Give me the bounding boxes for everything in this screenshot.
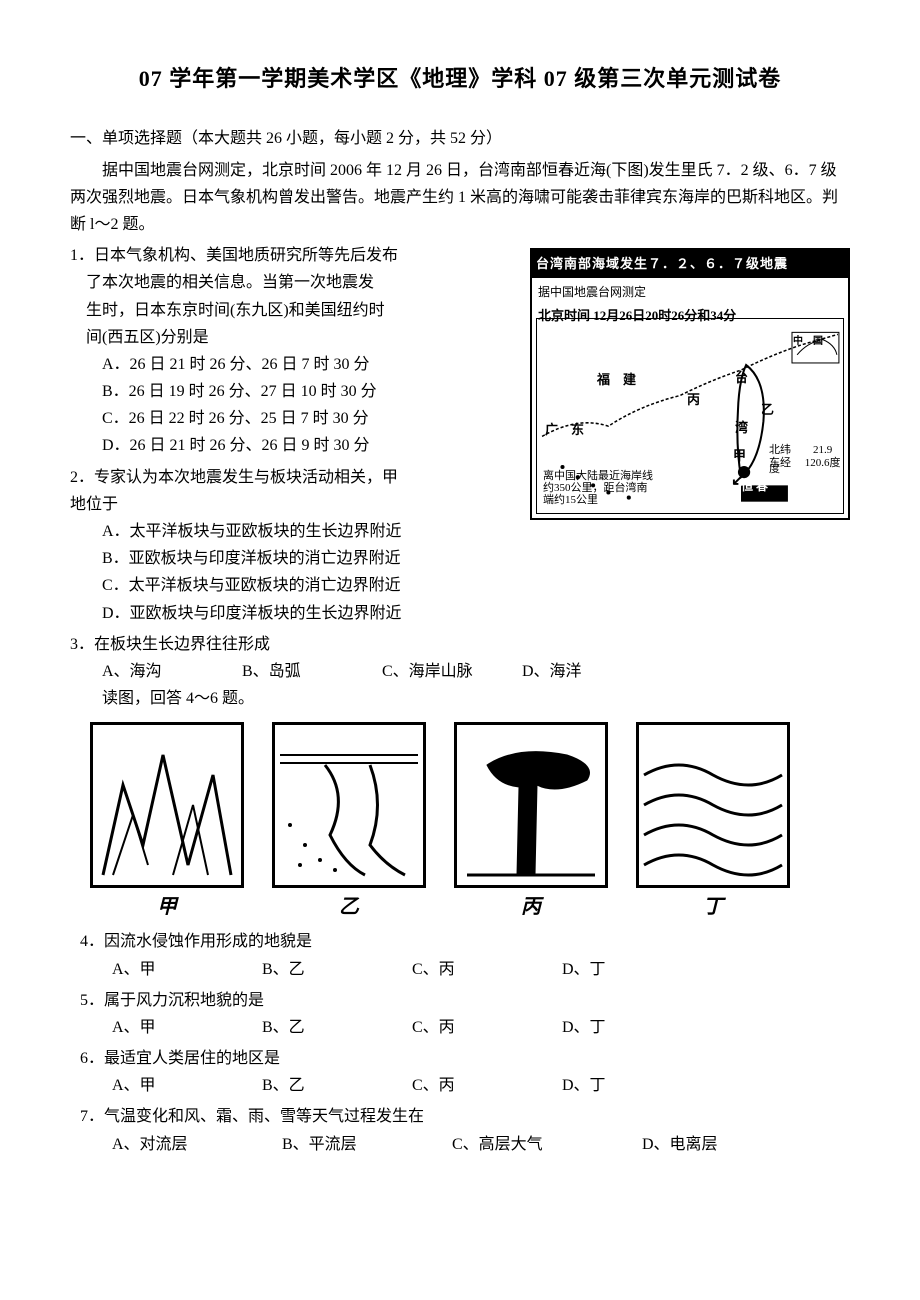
landform-ding-svg: [636, 722, 790, 888]
map-label-yi: 乙: [761, 399, 774, 421]
q1-option-d: D．26 日 21 时 26 分、26 日 9 时 30 分: [102, 432, 500, 459]
landform-jia: 甲: [90, 722, 244, 924]
q6-option-d: D、丁: [562, 1072, 712, 1099]
q6-option-b: B、乙: [262, 1072, 412, 1099]
q4-option-b: B、乙: [262, 956, 412, 983]
taiwan-map-figure: 台湾南部海域发生７．２、６．７级地震 据中国地震台网测定 北京时间 12月26日…: [530, 248, 850, 520]
map-label-hengchun: 恒 春: [741, 476, 768, 496]
q3-stem: 3．在板块生长边界往往形成: [70, 631, 850, 658]
q2-option-a: A．太平洋板块与亚欧板块的生长边界附近: [102, 518, 500, 545]
q4-option-c: C、丙: [412, 956, 562, 983]
map-label-guangdong: 广 东: [545, 419, 584, 441]
map-canvas: 福 建 广 东 中 国 台 湾 丙 乙 甲 恒 春 ↙ 北纬 21.9度 东经 …: [536, 318, 844, 514]
q3-read-prompt: 读图，回答 4～6 题。: [70, 685, 850, 712]
question-7: 7．气温变化和风、霜、雨、雪等天气过程发生在 A、对流层 B、平流层 C、高层大…: [70, 1103, 850, 1157]
landform-yi-svg: [272, 722, 426, 888]
map-label-fujian: 福 建: [597, 369, 636, 391]
landform-bing-svg: [454, 722, 608, 888]
landform-bing: 丙: [454, 722, 608, 924]
q1-option-a: A．26 日 21 时 26 分、26 日 7 时 30 分: [102, 351, 500, 378]
landform-label-jia: 甲: [90, 890, 244, 924]
q5-option-c: C、丙: [412, 1014, 562, 1041]
landform-jia-svg: [90, 722, 244, 888]
landform-label-ding: 丁: [636, 890, 790, 924]
question-1: 1．日本气象机构、美国地质研究所等先后发布 了本次地震的相关信息。当第一次地震发…: [70, 242, 500, 460]
q5-option-a: A、甲: [112, 1014, 262, 1041]
q6-option-c: C、丙: [412, 1072, 562, 1099]
q6-option-a: A、甲: [112, 1072, 262, 1099]
landform-yi: 乙: [272, 722, 426, 924]
q2-stem-line: 地位于: [70, 491, 500, 518]
question-block-1-3: 台湾南部海域发生７．２、６．７级地震 据中国地震台网测定 北京时间 12月26日…: [70, 242, 850, 712]
landform-figures: 甲 乙 丙 丁: [90, 722, 850, 924]
question-3: 3．在板块生长边界往往形成 A、海沟 B、岛弧 C、海岸山脉 D、海洋 读图，回…: [70, 631, 850, 713]
q7-option-b: B、平流层: [282, 1131, 452, 1158]
q2-option-d: D．亚欧板块与印度洋板块的生长边界附近: [102, 600, 500, 627]
q5-option-d: D、丁: [562, 1014, 712, 1041]
q1-option-b: B．26 日 19 时 26 分、27 日 10 时 30 分: [102, 378, 500, 405]
q1-stem-line: 间(西五区)分别是: [70, 324, 500, 351]
landform-ding: 丁: [636, 722, 790, 924]
q4-stem: 4．因流水侵蚀作用形成的地貌是: [80, 928, 850, 955]
q1-stem-line: 了本次地震的相关信息。当第一次地震发: [70, 269, 500, 296]
q6-stem: 6．最适宜人类居住的地区是: [80, 1045, 850, 1072]
q7-option-a: A、对流层: [112, 1131, 282, 1158]
q3-option-d: D、海洋: [522, 658, 662, 685]
q2-option-c: C．太平洋板块与亚欧板块的消亡边界附近: [102, 572, 500, 599]
map-arrow-icon: ↙: [731, 467, 744, 494]
q4-option-a: A、甲: [112, 956, 262, 983]
map-label-china: 中 国: [793, 333, 823, 350]
map-subtitle: 据中国地震台网测定: [538, 282, 842, 302]
map-label-bing: 丙: [687, 389, 700, 411]
q1-option-c: C．26 日 22 时 26 分、25 日 7 时 30 分: [102, 405, 500, 432]
map-info-5: 端约15公里: [543, 491, 598, 510]
q5-option-b: B、乙: [262, 1014, 412, 1041]
map-info-lon: 东经 120.6度: [769, 454, 841, 473]
landform-label-yi: 乙: [272, 890, 426, 924]
q5-stem: 5．属于风力沉积地貌的是: [80, 987, 850, 1014]
question-2: 2．专家认为本次地震发生与板块活动相关，甲 地位于 A．太平洋板块与亚欧板块的生…: [70, 464, 500, 627]
q3-option-c: C、海岸山脉: [382, 658, 522, 685]
map-label-wan: 湾: [735, 417, 748, 439]
section-heading: 一、单项选择题（本大题共 26 小题，每小题 2 分，共 52 分）: [70, 125, 850, 152]
map-banner: 台湾南部海域发生７．２、６．７级地震: [532, 250, 848, 278]
q7-option-d: D、电离层: [642, 1131, 792, 1158]
q2-stem-line: 2．专家认为本次地震发生与板块活动相关，甲: [70, 464, 500, 491]
question-5: 5．属于风力沉积地貌的是 A、甲 B、乙 C、丙 D、丁: [70, 987, 850, 1041]
page-title: 07 学年第一学期美术学区《地理》学科 07 级第三次单元测试卷: [70, 60, 850, 97]
landform-label-bing: 丙: [454, 890, 608, 924]
q1-stem-line: 1．日本气象机构、美国地质研究所等先后发布: [70, 242, 500, 269]
q4-option-d: D、丁: [562, 956, 712, 983]
map-label-jia: 甲: [733, 445, 746, 467]
q2-option-b: B．亚欧板块与印度洋板块的消亡边界附近: [102, 545, 500, 572]
q3-option-a: A、海沟: [102, 658, 242, 685]
q7-option-c: C、高层大气: [452, 1131, 642, 1158]
q3-option-b: B、岛弧: [242, 658, 382, 685]
question-4: 4．因流水侵蚀作用形成的地貌是 A、甲 B、乙 C、丙 D、丁: [70, 928, 850, 982]
intro-paragraph: 据中国地震台网测定，北京时间 2006 年 12 月 26 日，台湾南部恒春近海…: [70, 157, 850, 239]
map-label-tai: 台: [735, 367, 748, 389]
q7-stem: 7．气温变化和风、霜、雨、雪等天气过程发生在: [80, 1103, 850, 1130]
q1-stem-line: 生时，日本东京时间(东九区)和美国纽约时: [70, 297, 500, 324]
question-6: 6．最适宜人类居住的地区是 A、甲 B、乙 C、丙 D、丁: [70, 1045, 850, 1099]
